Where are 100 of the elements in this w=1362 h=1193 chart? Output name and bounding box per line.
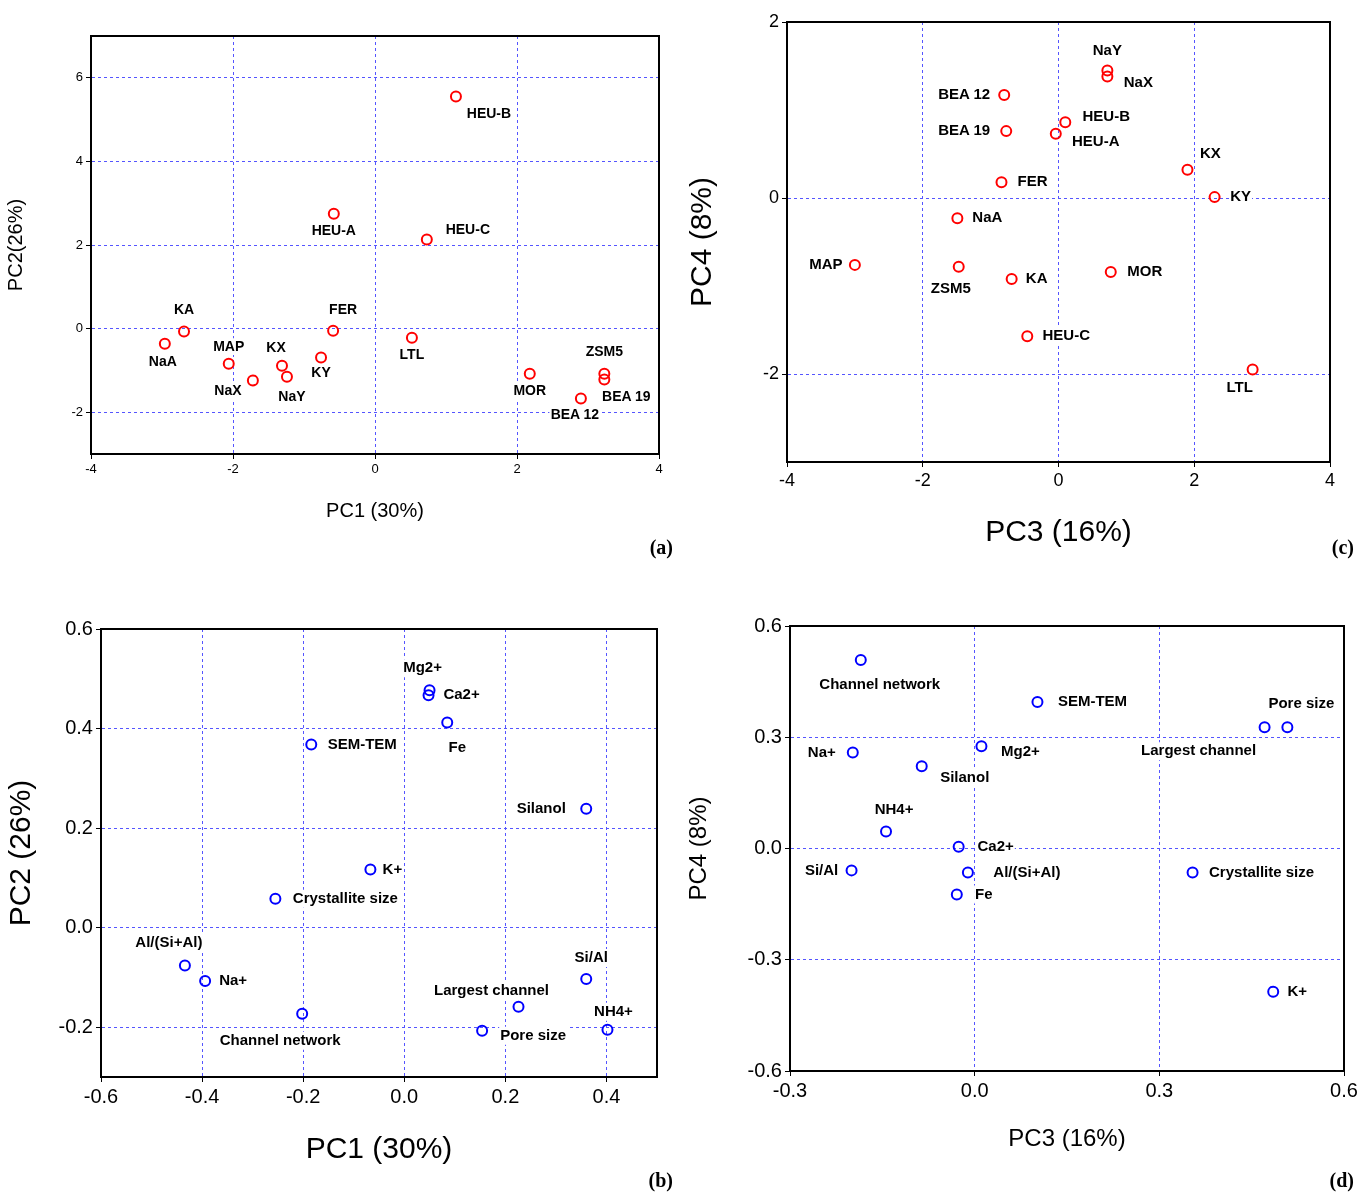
annotation: LTL: [1226, 377, 1253, 395]
annotation: Mg2+: [403, 658, 443, 676]
annotation: BEA 19: [602, 388, 651, 405]
y-tick-label: 2: [768, 10, 779, 31]
point: [405, 331, 418, 344]
annotation: MOR: [513, 381, 547, 398]
point: [1021, 330, 1034, 343]
annotation: ZSM5: [585, 342, 624, 359]
annotation: NH4+: [594, 1001, 634, 1019]
y-tick-label: 6: [75, 69, 83, 85]
point: [950, 888, 963, 901]
annotation: KX: [266, 338, 287, 355]
x-axis-title: PC3 (16%): [985, 514, 1132, 548]
text: (b): [648, 1169, 673, 1192]
annotation: HEU-C: [1042, 326, 1091, 344]
annotation: HEU-C: [445, 221, 490, 238]
point: [961, 866, 974, 879]
point: [998, 89, 1011, 102]
annotation: KY: [1230, 187, 1252, 205]
point: [580, 972, 593, 985]
point: [845, 864, 858, 877]
y-tick-label: 0.0: [65, 915, 93, 938]
x-tick-label: -0.4: [184, 1084, 220, 1107]
point: [476, 1024, 489, 1037]
x-tick-label: 4: [655, 461, 663, 477]
annotation: Al/(Si+Al): [993, 862, 1061, 880]
annotation: NaA: [972, 208, 1003, 226]
point: [1031, 696, 1044, 709]
x-tick-label: 0.6: [1330, 1078, 1358, 1101]
annotation: SEM-TEM: [327, 734, 397, 752]
annotation: HEU-A: [1072, 131, 1120, 149]
point: [915, 760, 928, 773]
y-tick-label: 0.4: [65, 716, 93, 739]
text: (c): [1331, 536, 1354, 559]
point: [246, 374, 259, 387]
x-tick-label: 0.2: [491, 1084, 520, 1107]
point: [975, 740, 988, 753]
annotation: FER: [1017, 172, 1048, 190]
x-tick-label: -2: [227, 461, 239, 477]
y-tick-label: 0.3: [754, 724, 782, 747]
point: [315, 351, 328, 364]
point: [854, 654, 867, 667]
point: [1208, 191, 1221, 204]
point: [574, 392, 587, 405]
annotation: MAP: [809, 255, 843, 273]
annotation: Largest channel: [433, 980, 550, 998]
x-tick-label: -4: [85, 461, 97, 477]
point: [1101, 64, 1114, 77]
x-axis-title: PC3 (16%): [1008, 1124, 1126, 1152]
point: [1246, 363, 1259, 376]
x-tick-label: 4: [1324, 469, 1336, 490]
annotation: HEU-B: [466, 105, 512, 122]
annotation: K+: [382, 859, 403, 877]
annotation: KA: [1025, 269, 1048, 287]
point: [1281, 721, 1294, 734]
point: [327, 324, 340, 337]
annotation: KX: [1200, 143, 1221, 161]
point: [1000, 125, 1013, 138]
point: [178, 959, 191, 972]
point: [523, 367, 536, 380]
point: [1104, 265, 1117, 278]
annotation: Ca2+: [443, 685, 480, 703]
annotation: SEM-TEM: [1057, 692, 1128, 710]
annotation: Pore size: [500, 1025, 567, 1043]
point: [441, 716, 454, 729]
y-tick-label: -0.2: [58, 1014, 93, 1037]
point: [158, 337, 171, 350]
point: [848, 258, 861, 271]
y-tick-label: 0.6: [754, 613, 782, 636]
point: [1059, 116, 1072, 129]
y-axis-title: PC2(26%): [3, 198, 26, 292]
annotation: MOR: [1127, 262, 1163, 280]
x-tick-label: 0: [371, 461, 379, 477]
annotation: BEA 12: [550, 406, 600, 423]
y-tick-label: 2: [75, 236, 83, 252]
annotation: NaY: [1092, 40, 1122, 58]
point: [327, 207, 340, 220]
x-axis-title: PC1 (30%): [305, 1131, 453, 1165]
annotation: NaX: [214, 382, 243, 399]
annotation: KA: [173, 301, 195, 318]
y-tick-label: -2: [762, 362, 779, 383]
annotation: Largest channel: [1141, 741, 1257, 759]
point: [846, 746, 859, 759]
x-tick-label: 0.3: [1145, 1078, 1174, 1101]
point: [1181, 163, 1194, 176]
annotation: BEA 12: [938, 85, 991, 103]
point: [364, 863, 377, 876]
point: [420, 233, 433, 246]
annotation: Fe: [975, 884, 993, 902]
annotation: K+: [1287, 981, 1308, 999]
text: (a): [649, 536, 673, 559]
annotation: Crystallite size: [1209, 862, 1315, 880]
point: [601, 1023, 614, 1036]
x-tick-label: 2: [1189, 469, 1200, 490]
point: [598, 367, 611, 380]
point: [449, 90, 462, 103]
x-tick-label: -2: [914, 469, 931, 490]
point: [280, 370, 293, 383]
point: [995, 176, 1008, 189]
annotation: Al/(Si+Al): [135, 932, 203, 950]
